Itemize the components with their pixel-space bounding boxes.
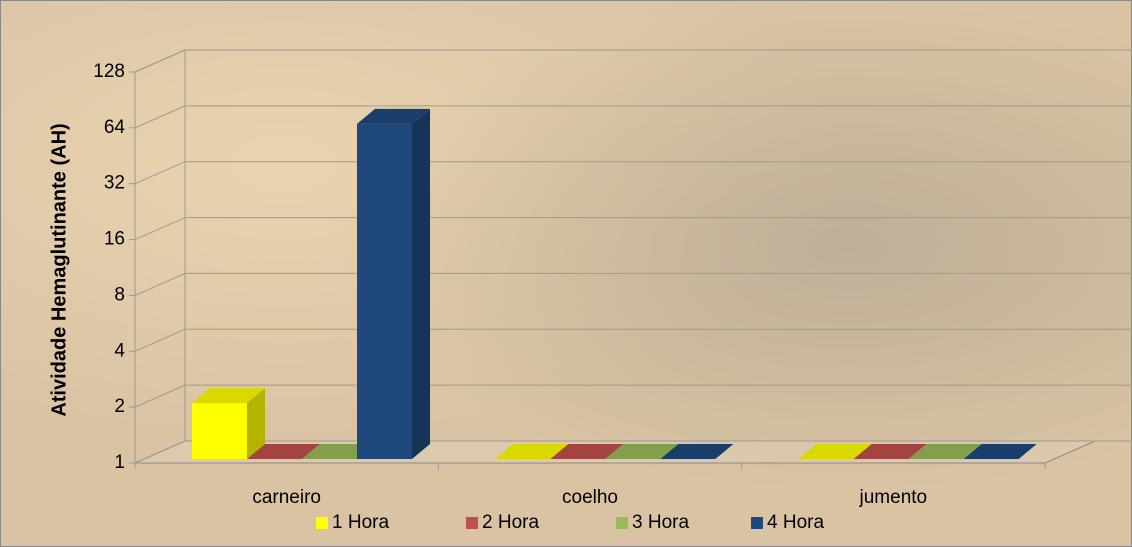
y-tick-label: 64	[104, 117, 126, 138]
y-axis-title: Atividade Hemaglutinante (AH)	[48, 123, 70, 416]
grid-line	[134, 328, 1132, 352]
x-tick-label: coelho	[562, 487, 618, 508]
bar-side	[247, 388, 265, 459]
bar	[495, 444, 569, 459]
bar	[357, 108, 430, 459]
bar	[550, 444, 624, 459]
bar	[192, 388, 265, 459]
bar-top	[302, 444, 375, 459]
grid-line	[134, 217, 1132, 241]
bar	[302, 444, 375, 459]
grid-line	[134, 384, 1132, 408]
bar-front	[192, 403, 247, 459]
y-tick-label: 16	[104, 229, 125, 250]
x-tick-label: jumento	[859, 487, 928, 508]
legend-label: 1 Hora	[332, 512, 389, 533]
grid-line	[134, 440, 1132, 464]
legend-label: 2 Hora	[482, 512, 539, 533]
bar	[660, 444, 734, 459]
y-tick-label: 128	[93, 61, 125, 82]
bar-top	[798, 444, 872, 459]
bar	[963, 444, 1037, 459]
bar	[247, 444, 320, 459]
legend-label: 4 Hora	[767, 512, 824, 533]
grid-line	[134, 272, 1132, 296]
y-tick-label: 1	[114, 452, 125, 473]
bar	[798, 444, 872, 459]
y-tick-label: 2	[114, 396, 125, 417]
legend-swatch	[751, 517, 763, 529]
grid-line	[134, 49, 1132, 73]
bar-top	[660, 444, 734, 459]
bar-top	[853, 444, 927, 459]
bar	[908, 444, 982, 459]
x-tick-label: carneiro	[252, 487, 321, 508]
bar	[853, 444, 927, 459]
bar-top	[908, 444, 982, 459]
bar-top	[605, 444, 679, 459]
bar-top	[550, 444, 624, 459]
y-tick-label: 4	[114, 340, 125, 361]
bar-top	[192, 388, 265, 404]
legend-swatch	[316, 517, 328, 529]
y-tick-label: 32	[104, 173, 125, 194]
bar-top	[357, 108, 430, 124]
bar	[605, 444, 679, 459]
bar-front	[357, 123, 412, 459]
legend-swatch	[466, 517, 478, 529]
y-tick-label: 8	[114, 284, 125, 305]
legend-label: 3 Hora	[632, 512, 689, 533]
legend-swatch	[616, 517, 628, 529]
bar-top	[495, 444, 569, 459]
bar-top	[247, 444, 320, 459]
grid-line	[134, 105, 1132, 129]
bar-side	[412, 108, 430, 459]
grid-line	[134, 161, 1132, 185]
bar-top	[963, 444, 1037, 459]
